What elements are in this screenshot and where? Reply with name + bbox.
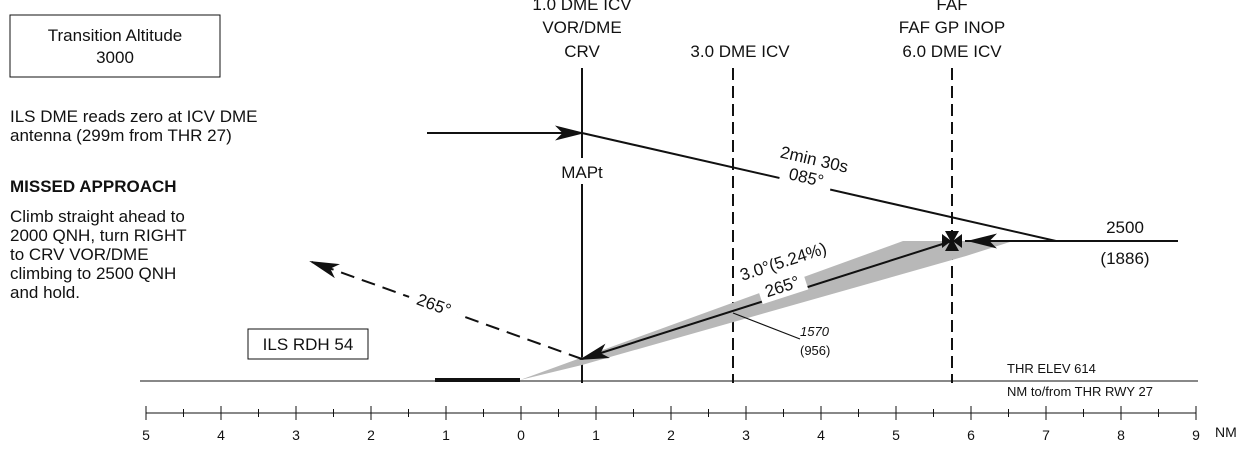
scale-tick-label: 8 <box>1117 427 1125 443</box>
ils-rdh-box <box>247 328 369 360</box>
scale-tick-label: 3 <box>292 427 300 443</box>
missed-approach-title: MISSED APPROACH <box>10 177 177 196</box>
faf-fix-line-2: FAF GP INOP <box>899 18 1005 37</box>
faf-fix-line-1: FAF <box>936 0 967 14</box>
transition-altitude-label: Transition Altitude <box>48 26 183 45</box>
faf-cross-icon <box>942 231 962 251</box>
scale-tick-label: 4 <box>817 427 825 443</box>
transition-altitude-value: 3000 <box>96 48 134 67</box>
scale-tick-label: 1 <box>442 427 450 443</box>
altitude-2500-height: (1886) <box>1100 249 1149 268</box>
altitude-2500-label: 2500 <box>1106 218 1144 237</box>
faf-fix-line-3: 6.0 DME ICV <box>902 42 1002 61</box>
mapt-fix-line-3: CRV <box>564 42 600 61</box>
missed-approach-line-1: Climb straight ahead to <box>10 207 185 226</box>
mapt-fix-line-2: VOR/DME <box>542 18 621 37</box>
missed-approach-line-2: 2000 QNH, turn RIGHT <box>10 226 187 245</box>
scale-tick-label: 2 <box>367 427 375 443</box>
transition-altitude-box <box>9 14 221 78</box>
check-altitude-height: (956) <box>800 343 830 358</box>
distance-scale-ticks: 5 4 3 2 1 0 1 2 3 4 5 6 7 8 9 <box>142 406 1200 443</box>
ils-dme-note-line-1: ILS DME reads zero at ICV DME <box>10 107 258 126</box>
thr-elevation-label: THR ELEV 614 <box>1007 361 1096 376</box>
missed-approach-line-4: climbing to 2500 QNH <box>10 264 176 283</box>
scale-tick-label: 7 <box>1042 427 1050 443</box>
mapt-fix-line-1: 1.0 DME ICV <box>532 0 632 14</box>
scale-tick-label: 2 <box>667 427 675 443</box>
check-altitude-leader <box>732 312 801 340</box>
missed-approach-line-5: and hold. <box>10 283 80 302</box>
mapt-label: MAPt <box>561 163 603 182</box>
ils-rdh-label: ILS RDH 54 <box>263 335 354 354</box>
scale-note-label: NM to/from THR RWY 27 <box>1007 384 1153 399</box>
scale-tick-label: 0 <box>517 427 525 443</box>
scale-tick-label: 1 <box>592 427 600 443</box>
scale-tick-label: 5 <box>142 427 150 443</box>
scale-tick-label: 4 <box>217 427 225 443</box>
dme-3-fix-label: 3.0 DME ICV <box>690 42 790 61</box>
missed-approach-line-3: to CRV VOR/DME <box>10 245 149 264</box>
distance-scale-unit: NM <box>1215 424 1237 440</box>
glide-path-area <box>520 241 1013 380</box>
scale-tick-label: 6 <box>967 427 975 443</box>
scale-tick-label: 9 <box>1192 427 1200 443</box>
check-altitude-value: 1570 <box>800 324 830 339</box>
scale-tick-label: 5 <box>892 427 900 443</box>
scale-tick-label: 3 <box>742 427 750 443</box>
ils-dme-note-line-2: antenna (299m from THR 27) <box>10 126 232 145</box>
